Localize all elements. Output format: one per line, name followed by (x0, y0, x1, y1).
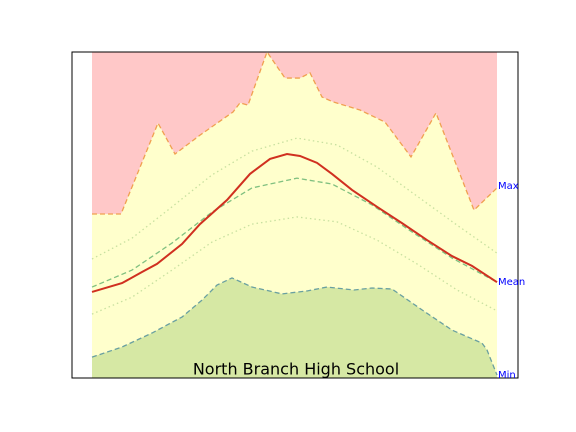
y2-tick-label: Max (498, 181, 519, 192)
y2-tick-label: Min (498, 370, 516, 381)
plot-frame (71, 51, 519, 379)
area-below (92, 277, 497, 378)
series-line (91, 137, 498, 260)
series-line (91, 177, 498, 288)
chart-title: North Branch High School (193, 360, 399, 379)
series-line (92, 50, 498, 215)
series-line (91, 216, 498, 315)
series-line (91, 277, 498, 376)
area-above (92, 52, 497, 215)
y2-tick-label: Mean (498, 277, 525, 288)
series-line (91, 153, 498, 293)
